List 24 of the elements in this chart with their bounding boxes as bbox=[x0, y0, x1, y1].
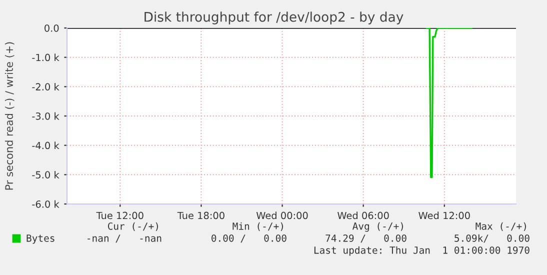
y-tick-label: -3.0 k bbox=[32, 112, 60, 120]
text: Max (-/+) bbox=[476, 222, 526, 231]
text: Min (-/+) bbox=[232, 222, 283, 231]
x-tick-label: Tue 12:00 bbox=[96, 212, 144, 220]
y-axis-title: Pr second read (-) / write (+) bbox=[4, 42, 14, 190]
y-tick-label: 0.0 bbox=[44, 24, 59, 32]
text: 5.09k/ 0.00 bbox=[454, 234, 530, 243]
legend-label: Bytes bbox=[26, 234, 54, 244]
x-tick-label: Wed 12:00 bbox=[418, 212, 470, 220]
x-tick-label: Wed 00:00 bbox=[256, 212, 308, 220]
y-tick-label: -1.0 k bbox=[32, 54, 60, 62]
x-tick-label: Wed 06:00 bbox=[338, 212, 389, 220]
text: Last update: Thu Jan 1 01:00:00 1970 bbox=[314, 246, 530, 256]
y-tick-label: -5.0 k bbox=[32, 170, 60, 178]
x-tick-label: Tue 18:00 bbox=[177, 212, 224, 220]
text: -nan / -nan bbox=[88, 234, 162, 243]
text: Avg (-/+) bbox=[352, 222, 403, 232]
y-tick-label: -2.0 k bbox=[32, 82, 60, 90]
text: 74.29 / 0.00 bbox=[326, 234, 406, 243]
y-tick-label: -6.0 k bbox=[32, 200, 60, 208]
text: 0.00 / 0.00 bbox=[212, 234, 286, 243]
text: Cur (-/+) bbox=[108, 222, 158, 231]
y-tick-label: -4.0 k bbox=[32, 142, 60, 150]
chart-title: Disk throughput for /dev/loop2 - by day bbox=[144, 12, 404, 24]
